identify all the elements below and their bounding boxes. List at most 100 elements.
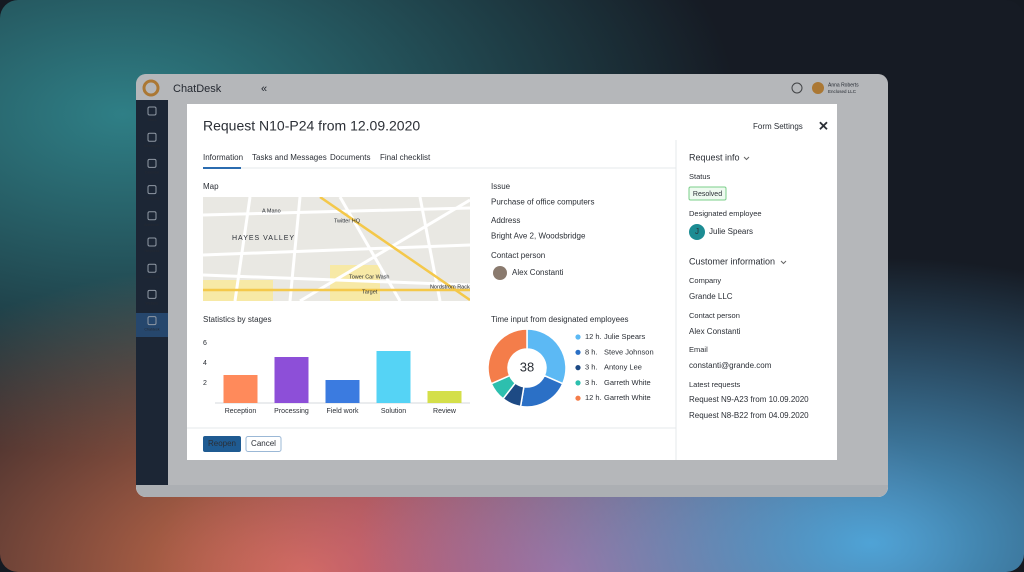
sidebar-label[interactable]: Calendar [145, 170, 160, 174]
donut-total: 38 [520, 359, 534, 374]
field-link[interactable]: Julie Spears [709, 227, 753, 236]
field-label: Designated employee [689, 209, 762, 218]
bar [427, 391, 462, 403]
cancel-label[interactable]: Cancel [251, 439, 276, 448]
sidebar-icon[interactable] [147, 132, 157, 142]
app-logo [142, 79, 160, 97]
sidebar-icon[interactable] [147, 106, 157, 116]
request-link[interactable]: Request N9-A23 from 10.09.2020 [689, 395, 809, 404]
sidebar-label[interactable]: Tasks [147, 118, 156, 122]
bar [376, 351, 411, 403]
sidebar [136, 100, 168, 485]
map-place: HAYES VALLEY [232, 235, 295, 242]
reopen-label[interactable]: Reopen [208, 439, 236, 448]
legend-name[interactable]: Garreth White [604, 393, 651, 402]
field-value: Bright Ave 2, Woodsbridge [491, 232, 586, 241]
request-link[interactable]: Request N8-B22 from 04.09.2020 [689, 411, 809, 420]
map-place: Twitter HQ [334, 218, 361, 224]
field-label: Status [689, 172, 711, 181]
legend-value: 3 h. [585, 378, 598, 387]
legend-name[interactable]: Steve Johnson [604, 347, 654, 356]
side-panel: Request info Status Resolved Designated emp… [688, 152, 809, 420]
sidebar-icon[interactable] [147, 289, 157, 299]
reopen-button[interactable] [203, 436, 241, 452]
x-tick-label: Processing [274, 408, 309, 415]
bar [223, 375, 258, 403]
avatar-initial: J [695, 227, 699, 236]
sidebar-icon[interactable] [147, 316, 157, 326]
sidebar-label[interactable]: Company [144, 197, 160, 201]
employee-avatar [689, 224, 705, 240]
chart-title: Statistics by stages [203, 315, 271, 324]
close-button[interactable]: ✕ [818, 118, 829, 133]
user-avatar[interactable] [812, 82, 824, 94]
legend-value: 3 h. [585, 363, 598, 372]
app-name: ChatDesk [173, 83, 222, 95]
contact-avatar [493, 266, 507, 280]
user-name: Anna Roberts [828, 82, 859, 88]
sidebar-icon[interactable] [147, 211, 157, 221]
sidebar-label[interactable]: Website [146, 301, 159, 305]
legend-dot [575, 334, 581, 340]
field-label: Address [491, 216, 520, 225]
x-tick-label: Review [433, 408, 457, 415]
legend-value: 8 h. [585, 347, 598, 356]
field-label: Contact person [491, 251, 545, 260]
bar [325, 380, 360, 403]
x-tick-label: Field work [327, 408, 359, 415]
section-header[interactable]: Request info [689, 152, 740, 162]
legend-value: 12 h. [585, 393, 602, 402]
map: A Mano HAYES VALLEY Twitter HQ Tower Car Wa… [203, 197, 470, 301]
legend-dot [575, 380, 581, 386]
sidebar-label[interactable]: Chatdesk [144, 328, 159, 332]
x-tick-label: Solution [381, 408, 406, 415]
legend-dot [575, 395, 581, 401]
field-link: Grande LLC [689, 292, 733, 301]
legend-name[interactable]: Garreth White [604, 378, 651, 387]
modal: Request N10-P24 from 12.09.2020 Form Set… [187, 104, 837, 460]
y-tick-label: 4 [203, 360, 207, 367]
sidebar-icon[interactable] [147, 185, 157, 195]
sidebar-label[interactable]: Helpdesk [145, 249, 160, 253]
map-label: Map [203, 182, 219, 191]
cancel-button[interactable] [245, 436, 282, 452]
legend-dot [575, 365, 581, 371]
chevron [743, 156, 750, 161]
field-link[interactable]: Alex Constanti [512, 268, 564, 277]
form-settings[interactable]: Form Settings [753, 122, 803, 131]
y-tick-label: 6 [203, 340, 207, 347]
sidebar-icon[interactable] [147, 158, 157, 168]
x-tick-label: Reception [225, 408, 257, 415]
chart-title: Time input from designated employees [491, 315, 629, 324]
field-label: Contact person [689, 311, 740, 320]
field-value: Purchase of office computers [491, 198, 594, 207]
donut-slice [487, 328, 528, 385]
tab[interactable]: Information [203, 153, 243, 162]
sidebar-label[interactable]: Contracts [144, 275, 160, 279]
status-badge [688, 186, 727, 201]
legend-dot [575, 349, 581, 355]
user-company: Enclosed LLC [828, 89, 857, 94]
field-link[interactable]: Alex Constanti [689, 327, 741, 336]
sidebar-label[interactable]: Messages [144, 144, 161, 148]
map-place: Target [362, 289, 378, 295]
chevron [780, 260, 787, 265]
help-icon[interactable] [791, 82, 803, 94]
bar [274, 357, 309, 403]
sidebar-icon[interactable] [147, 237, 157, 247]
field-link[interactable]: constanti@grande.com [689, 361, 772, 370]
tab[interactable]: Documents [330, 153, 370, 162]
legend-name[interactable]: Antony Lee [604, 363, 642, 372]
y-tick-label: 2 [203, 380, 207, 387]
sidebar-items: Tasks Messages Calendar Company Administr. He… [144, 106, 161, 332]
sidebar-icon[interactable] [147, 263, 157, 273]
legend-name[interactable]: Julie Spears [604, 332, 646, 341]
section-header[interactable]: Customer information [689, 256, 775, 266]
sidebar-label[interactable]: Administr. [144, 223, 160, 227]
collapse-icon[interactable]: « [261, 83, 267, 95]
tab[interactable]: Final checklist [380, 153, 431, 162]
legend-value: 12 h. [585, 332, 602, 341]
tab[interactable]: Tasks and Messages [252, 153, 327, 162]
status-bar [136, 485, 888, 497]
